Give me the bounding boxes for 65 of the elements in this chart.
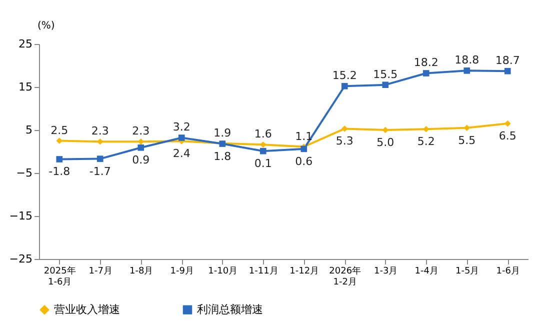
y-tick-label: −15 <box>9 210 32 222</box>
point <box>96 156 104 162</box>
point <box>341 126 348 132</box>
data-label: 2.5 <box>50 124 68 137</box>
point <box>56 138 63 144</box>
y-tick-label: 5 <box>26 124 32 136</box>
y-tick-label: 15 <box>18 80 32 94</box>
x-tick-label: 1-5月 <box>456 266 480 276</box>
point <box>464 124 470 132</box>
data-label: 0.1 <box>254 157 272 170</box>
x-tick-label: 1-3月 <box>374 266 398 276</box>
data-label: 3.2 <box>172 120 190 134</box>
point <box>422 126 430 132</box>
legend-label: 利润总额增速 <box>197 302 263 316</box>
data-label: 15.2 <box>332 69 357 82</box>
data-label: 2.4 <box>172 147 190 160</box>
point <box>422 70 430 76</box>
y-tick-label: −5 <box>16 166 32 180</box>
point <box>178 134 185 141</box>
point <box>382 82 389 88</box>
point <box>138 138 144 145</box>
data-label: 2.3 <box>91 124 109 138</box>
data-label: 1.6 <box>254 128 272 141</box>
data-label: 1.8 <box>214 150 232 163</box>
y-tick-label: −25 <box>9 252 32 266</box>
x-tick-label: 2026年 1-2月 <box>329 266 362 288</box>
point <box>260 141 266 148</box>
point <box>260 148 266 154</box>
x-tick-label: 1-10月 <box>208 266 238 276</box>
x-tick-label: 2025年 1-6月 <box>44 266 76 288</box>
data-label: 1.1 <box>295 130 313 143</box>
point <box>96 138 104 145</box>
x-tick-label: 1-8月 <box>130 266 154 276</box>
y-tick-label: 25 <box>18 38 32 50</box>
point <box>504 120 511 127</box>
y-axis-title: (%) <box>38 20 55 32</box>
x-tick-label: 1-4月 <box>414 266 438 276</box>
data-label: 1.9 <box>214 126 232 140</box>
x-tick-label: 1-6月 <box>496 266 520 276</box>
data-label: -1.7 <box>89 164 111 178</box>
legend-label: 营业收入增速 <box>54 302 120 316</box>
data-label: 15.5 <box>373 68 398 81</box>
point <box>504 68 511 74</box>
point <box>300 146 308 152</box>
data-label: 5.2 <box>417 135 435 148</box>
point <box>464 68 470 74</box>
data-label: -1.8 <box>48 165 70 178</box>
data-label: 6.5 <box>498 130 516 143</box>
point <box>56 156 63 162</box>
data-label: 18.7 <box>495 54 520 68</box>
x-tick-label: 1-12月 <box>290 266 320 276</box>
data-label: 0.9 <box>132 154 150 167</box>
data-label: 5.5 <box>458 134 476 147</box>
x-tick-label: 1-11月 <box>248 266 278 276</box>
point <box>382 126 389 134</box>
point <box>138 144 144 151</box>
data-label: 2.3 <box>132 124 150 138</box>
data-label: 0.6 <box>295 154 313 168</box>
data-label: 5.3 <box>336 134 354 148</box>
data-label: 18.2 <box>414 56 438 70</box>
x-tick-label: 1-7月 <box>88 266 112 276</box>
point <box>341 82 348 90</box>
data-label: 5.0 <box>376 136 394 149</box>
x-tick-label: 1-9月 <box>170 266 194 276</box>
data-label: 18.8 <box>454 54 480 67</box>
